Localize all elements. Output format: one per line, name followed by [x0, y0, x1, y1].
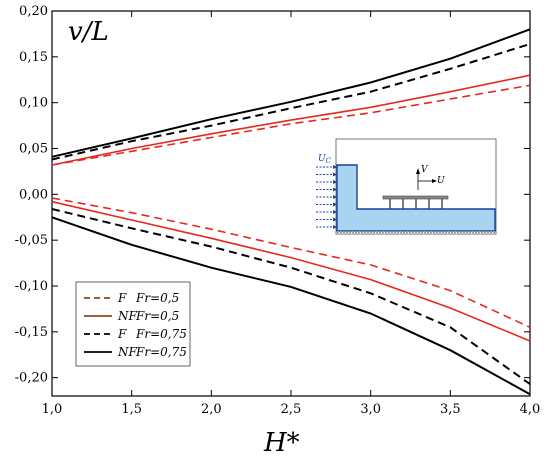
- series-line-6: [51, 208, 531, 385]
- inflow-arrow-head: [333, 187, 337, 192]
- x-tick-label: 3,0: [360, 402, 381, 417]
- y-tick-label: -0,10: [15, 279, 48, 294]
- legend-prefix: NF: [117, 309, 138, 323]
- inset-inflow-arrows: [316, 165, 337, 229]
- inflow-arrow-head: [333, 180, 337, 184]
- y-tick-label: -0,05: [15, 233, 48, 248]
- series-line-4: [51, 197, 531, 329]
- inset-u-label: U: [437, 176, 445, 186]
- y-tick-label: -0,20: [15, 371, 48, 386]
- legend-label: Fr=0,5: [135, 309, 179, 323]
- inflow-arrow-head: [333, 217, 337, 222]
- legend-prefix: NF: [117, 345, 138, 359]
- y-axis-label: v/L: [68, 17, 109, 47]
- series-layer: [51, 28, 531, 396]
- x-tick-label: 3,5: [440, 402, 461, 417]
- series-line-1: [51, 74, 531, 166]
- x-tick-label: 1,5: [121, 402, 142, 417]
- inflow-arrow-head: [333, 165, 337, 169]
- series-line-7: [51, 216, 531, 396]
- inflow-arrow-head: [333, 210, 337, 214]
- y-tick-label: 0,10: [19, 96, 48, 111]
- y-tick-label: -0,15: [15, 325, 48, 340]
- x-tick-label: 2,0: [201, 402, 222, 417]
- legend-prefix: F: [117, 327, 127, 341]
- inset-velocity-arrows: [416, 168, 437, 190]
- series-line-2: [51, 43, 531, 161]
- inset-deck: [382, 195, 449, 209]
- y-tick-label: 0,05: [19, 142, 48, 157]
- inflow-arrow-head: [333, 195, 337, 199]
- y-tick-label: 0,00: [19, 187, 48, 202]
- inflow-arrow-head: [333, 202, 337, 207]
- axes: 1,0 1,5 2,0 2,5 3,0 3,5 4,0 0,20 0,15 0,10 0,05 0,0…: [15, 4, 541, 417]
- x-tick-label: 4,0: [520, 402, 541, 417]
- inflow-arrow-head: [333, 172, 337, 177]
- legend-label: Fr=0,5: [135, 291, 179, 305]
- x-tick-label: 2,5: [281, 402, 302, 417]
- legend-prefix: F: [117, 291, 127, 305]
- inset-uc-label: UC: [318, 154, 332, 165]
- x-axis-label: H*: [263, 428, 300, 458]
- inflow-arrow-head: [333, 225, 337, 229]
- legend-label: Fr=0,75: [135, 345, 187, 359]
- x-tick-label: 1,0: [42, 402, 63, 417]
- series-line-3: [51, 28, 531, 158]
- legend-label: Fr=0,75: [135, 327, 187, 341]
- y-tick-label: 0,15: [19, 50, 48, 65]
- inset-v-label: V: [421, 165, 429, 175]
- inset-diagram: V U UC: [316, 138, 497, 235]
- series-line-5: [51, 200, 531, 342]
- series-line-0: [51, 84, 531, 166]
- y-tick-label: 0,20: [19, 4, 48, 19]
